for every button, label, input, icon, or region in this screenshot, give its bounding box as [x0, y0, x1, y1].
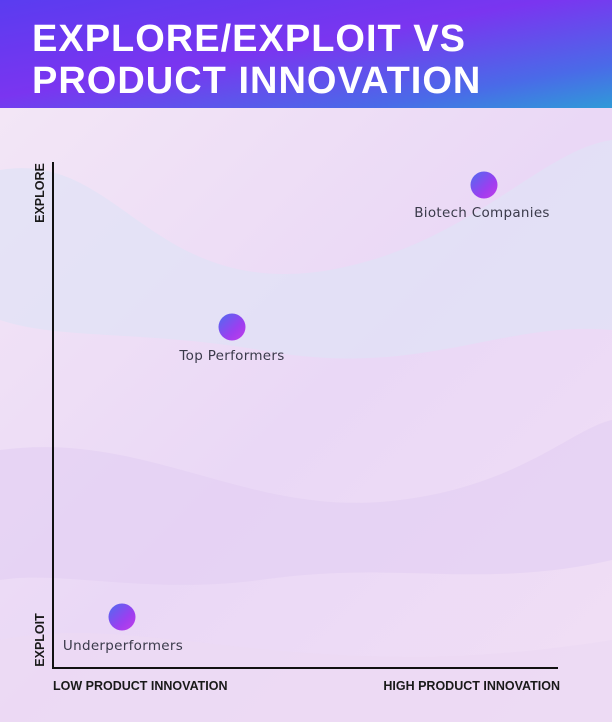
node-dot — [218, 313, 246, 341]
x-axis-right-label: HIGH PRODUCT INNOVATION — [383, 679, 560, 693]
node-label: Underperformers — [63, 638, 183, 654]
header-band — [0, 0, 612, 108]
title-line: EXPLORE/EXPLOIT VS — [32, 18, 466, 60]
title-line: PRODUCT INNOVATION — [32, 60, 481, 102]
y-axis-bottom-label: EXPLOIT — [33, 613, 47, 667]
wave — [0, 140, 612, 359]
node-label: Top Performers — [178, 348, 284, 364]
node-label: Biotech Companies — [414, 205, 550, 221]
node-dot — [470, 171, 498, 199]
wave — [0, 420, 612, 585]
wave — [0, 633, 612, 722]
y-axis-top-label: EXPLORE — [33, 163, 47, 223]
node-dot — [108, 603, 136, 631]
x-axis-left-label: LOW PRODUCT INNOVATION — [53, 679, 228, 693]
